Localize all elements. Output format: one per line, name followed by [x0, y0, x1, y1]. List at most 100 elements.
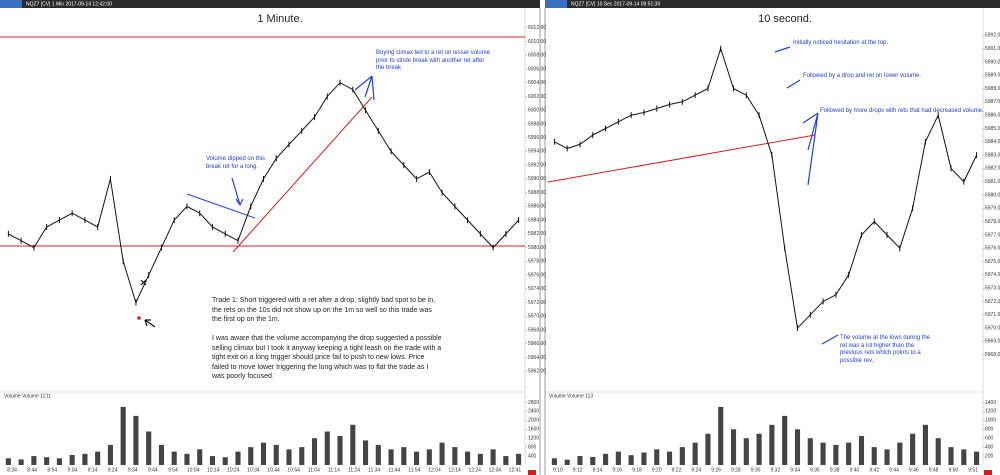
tab[interactable]: [0, 0, 22, 8]
volume-bar: [692, 442, 698, 465]
volume-bar: [222, 457, 228, 465]
volume-bar: [235, 451, 241, 465]
volume-tick-label: 400: [528, 453, 537, 459]
x-tick-label: 9:24: [108, 467, 118, 473]
x-tick-label: 10:54: [287, 467, 300, 473]
annotation: Buying climax led to a ret on lesser vol…: [376, 50, 491, 71]
y-tick-label: 5973.00: [985, 285, 1000, 291]
y-tick-label: 5971.00: [985, 312, 1000, 318]
x-tick-label: 9:46: [909, 467, 919, 473]
volume-bar: [324, 431, 330, 465]
volume-tick-label: 800: [985, 427, 994, 433]
x-tick-label: 10:44: [267, 467, 280, 473]
annotation: Followed by a drop and ret on lower volu…: [803, 73, 922, 79]
y-tick-label: 5992.00: [985, 33, 1000, 39]
trend-line: [186, 193, 256, 219]
y-tick-label: 5975.00: [985, 259, 1000, 265]
trend-line: [232, 96, 373, 253]
y-tick-label: 6000.00: [528, 108, 546, 114]
x-tick-label: 9:44: [889, 467, 899, 473]
volume-bar: [146, 431, 152, 465]
y-tick-label: 5974.00: [528, 286, 546, 292]
y-tick-label: 6010.00: [528, 39, 546, 45]
y-tick-label: 6004.00: [528, 80, 546, 86]
y-tick-label: 5992.00: [528, 162, 546, 168]
volume-tick-label: 1200: [985, 409, 996, 415]
volume-bar: [858, 435, 865, 465]
x-tick-label: 9:54: [168, 467, 178, 473]
y-tick-label: 5982.00: [985, 166, 1000, 172]
volume-bar: [641, 452, 647, 465]
volume-bar: [846, 442, 852, 465]
y-tick-label: 5990.00: [985, 59, 1000, 65]
volume-bar: [705, 433, 711, 465]
x-tick-label: 10:04: [187, 467, 200, 473]
x-tick-label: 8:34: [7, 467, 17, 473]
trend-line: [547, 134, 816, 183]
volume-bar: [56, 458, 62, 465]
volume-bar: [490, 449, 496, 465]
x-tick-label: 9:28: [731, 467, 741, 473]
header-bar: [545, 0, 1000, 8]
y-tick-label: 5972.00: [985, 299, 1000, 305]
x-tick-label: 10:34: [247, 467, 260, 473]
volume-tick-label: 800: [528, 444, 537, 450]
volume-label: Volume Volume 1211: [4, 393, 51, 399]
x-tick-label: 9:34: [790, 467, 800, 473]
x-tick-label: 9:42: [869, 467, 879, 473]
y-tick-label: 5990.00: [528, 176, 546, 182]
volume-bar: [654, 449, 660, 465]
x-tick-label: 9:30: [751, 467, 761, 473]
y-tick-label: 5977.00: [985, 232, 1000, 238]
x-tick-label: 9:38: [830, 467, 840, 473]
y-tick-label: 5982.00: [528, 231, 546, 237]
volume-tick-label: 600: [985, 436, 994, 442]
y-tick-label: 5989.00: [985, 73, 1000, 79]
x-tick-label: 9:32: [771, 467, 781, 473]
volume-bar: [439, 442, 445, 465]
volume-bar: [666, 451, 673, 465]
volume-bar: [401, 447, 407, 465]
x-tick-label: 11:34: [368, 467, 380, 473]
y-tick-label: 5978.00: [528, 259, 546, 265]
volume-bar: [465, 451, 471, 465]
x-tick-label: 9:51: [968, 467, 978, 473]
annotation: I was aware that the volume accompanying…: [212, 335, 442, 380]
x-tick-label: 9:18: [632, 467, 642, 473]
x-tick-label: 9:50: [948, 467, 958, 473]
indicator: [984, 470, 992, 475]
volume-bar: [350, 424, 356, 465]
volume-bar: [782, 415, 788, 465]
volume-bar: [910, 433, 916, 465]
volume-bar: [299, 447, 305, 465]
y-tick-label: 5968.00: [985, 352, 1000, 358]
volume-bar: [69, 454, 75, 465]
volume-bar: [18, 459, 24, 465]
volume-bar: [95, 451, 101, 465]
y-tick-label: 5984.00: [985, 139, 1000, 145]
x-tick-label: 9:36: [810, 467, 820, 473]
y-tick-label: 5968.00: [528, 327, 546, 333]
volume-tick-label: 1000: [985, 418, 996, 424]
volume-bar: [503, 456, 509, 465]
volume-bar: [577, 456, 583, 465]
header-text: NQZ7 [CV] 10 Sec 2017-09-14 09:51:30: [571, 1, 660, 7]
volume-bar: [5, 458, 11, 465]
volume-bar: [794, 429, 801, 465]
y-tick-label: 5986.00: [985, 112, 1000, 118]
volume-bar: [590, 456, 596, 465]
volume-tick-label: 2000: [528, 418, 539, 424]
volume-bar: [44, 457, 50, 465]
x-tick-label: 11:54: [408, 467, 420, 473]
y-tick-label: 5974.00: [985, 272, 1000, 278]
x-tick-label: 9:26: [711, 467, 721, 473]
x-tick-label: 8:44: [27, 467, 37, 473]
tab[interactable]: [545, 0, 567, 8]
volume-bar: [311, 438, 318, 465]
volume-bar: [730, 429, 737, 465]
volume-tick-label: 2800: [528, 400, 539, 406]
volume-bar: [337, 435, 343, 465]
volume-bar: [388, 449, 394, 465]
volume-bar: [564, 459, 570, 465]
